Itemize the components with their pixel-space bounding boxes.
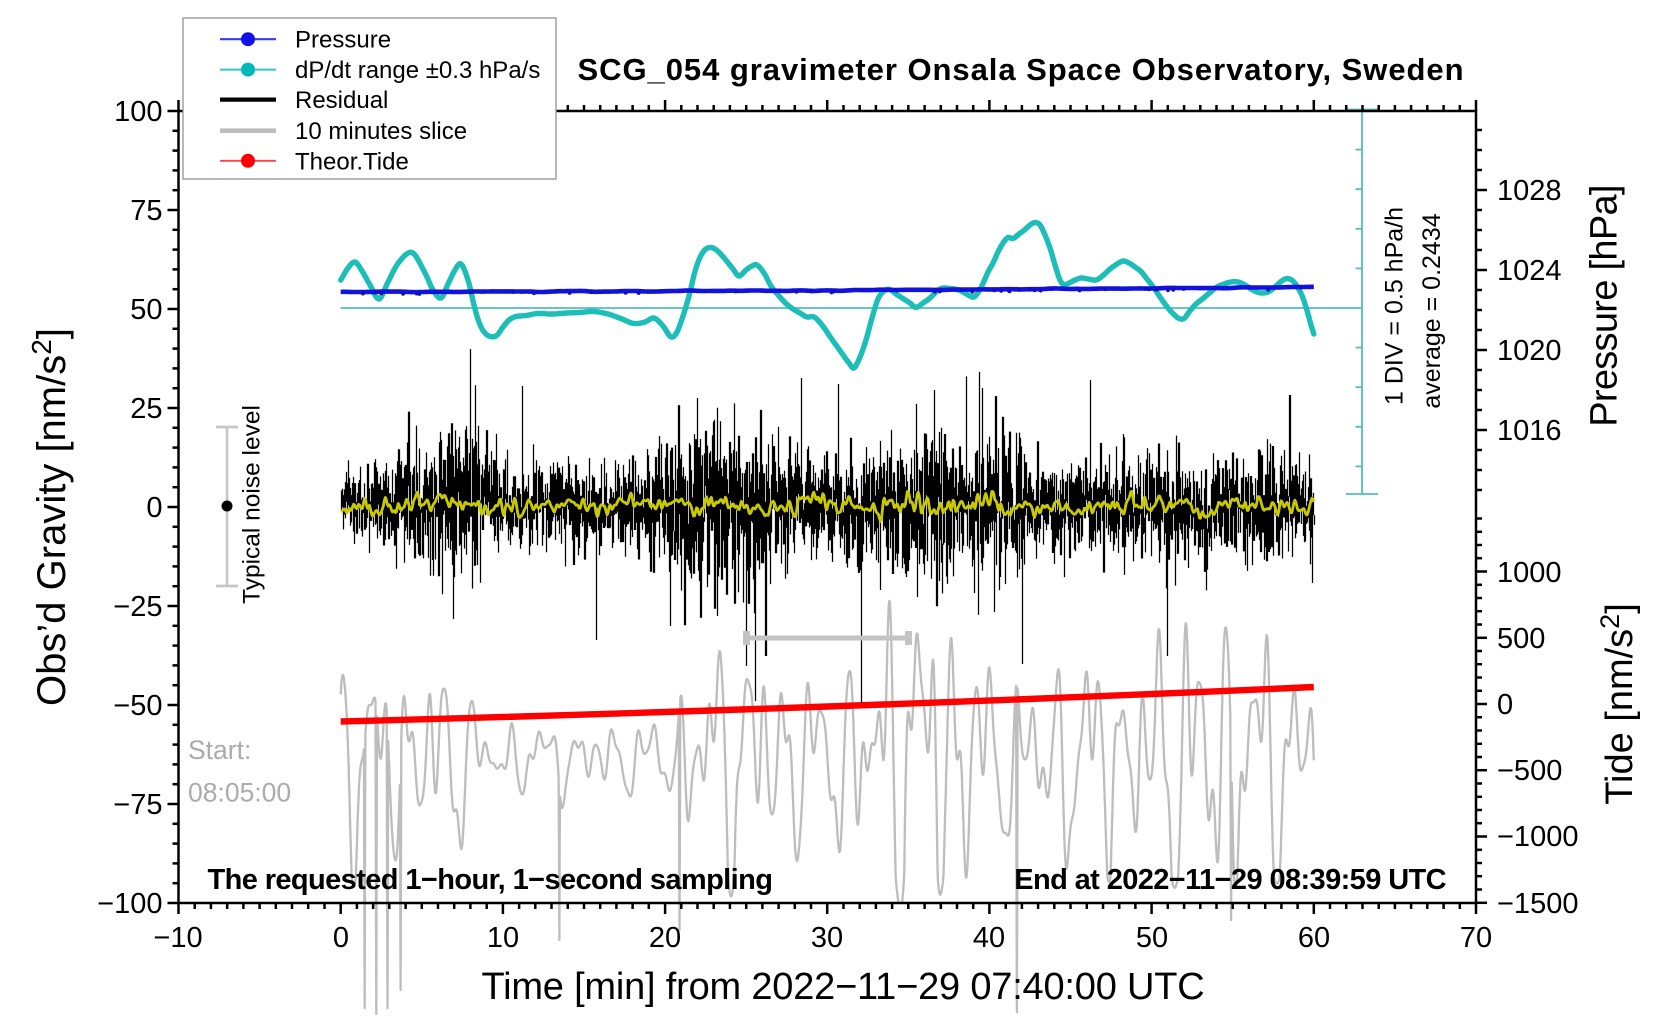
svg-text:08:05:00: 08:05:00 [188, 778, 291, 808]
svg-text:Time [min] from 2022−11−29 07:: Time [min] from 2022−11−29 07:40:00 UTC [481, 966, 1204, 1008]
svg-text:Obs’d Gravity [nm/s2]: Obs’d Gravity [nm/s2] [26, 328, 74, 706]
svg-text:−50: −50 [113, 690, 162, 722]
svg-text:−1500: −1500 [1497, 888, 1578, 920]
svg-text:1000: 1000 [1497, 557, 1562, 589]
svg-text:−500: −500 [1497, 755, 1562, 787]
svg-text:1 DIV = 0.5 hPa/h: 1 DIV = 0.5 hPa/h [1380, 207, 1408, 405]
svg-text:−100: −100 [97, 888, 162, 920]
svg-text:SCG_054 gravimeter Onsala Spac: SCG_054 gravimeter Onsala Space Observat… [578, 52, 1465, 87]
svg-text:The requested 1−hour, 1−second: The requested 1−hour, 1−second sampling [208, 864, 773, 896]
svg-text:Typical noise level: Typical noise level [239, 405, 266, 604]
svg-text:1020: 1020 [1497, 335, 1562, 367]
svg-text:−25: −25 [113, 591, 162, 623]
svg-text:0: 0 [1497, 689, 1513, 721]
svg-text:−1000: −1000 [1497, 821, 1578, 853]
svg-text:50: 50 [130, 294, 162, 326]
svg-text:0: 0 [333, 922, 349, 954]
svg-text:Start:: Start: [188, 735, 251, 765]
svg-text:−10: −10 [153, 922, 202, 954]
svg-text:Pressure [hPa]: Pressure [hPa] [1584, 185, 1626, 427]
svg-text:Tide [nm/s2]: Tide [nm/s2] [1595, 603, 1641, 805]
svg-text:10 minutes slice: 10 minutes slice [295, 118, 467, 145]
svg-text:1028: 1028 [1497, 175, 1562, 207]
svg-text:Theor.Tide: Theor.Tide [295, 148, 409, 175]
svg-text:End at 2022−11−29 08:39:59 UTC: End at 2022−11−29 08:39:59 UTC [1014, 864, 1446, 896]
svg-text:−75: −75 [113, 789, 162, 821]
svg-text:average = 0.2434: average = 0.2434 [1418, 213, 1446, 408]
svg-text:25: 25 [130, 393, 162, 425]
svg-text:75: 75 [130, 195, 162, 227]
svg-text:70: 70 [1460, 922, 1492, 954]
svg-text:Pressure: Pressure [295, 27, 391, 54]
svg-text:50: 50 [1136, 922, 1168, 954]
svg-text:30: 30 [811, 922, 843, 954]
svg-text:1016: 1016 [1497, 415, 1562, 447]
svg-text:100: 100 [114, 96, 162, 128]
svg-text:40: 40 [973, 922, 1005, 954]
svg-text:1024: 1024 [1497, 255, 1562, 287]
svg-text:20: 20 [649, 922, 681, 954]
svg-text:10: 10 [487, 922, 519, 954]
svg-text:dP/dt range ±0.3 hPa/s: dP/dt range ±0.3 hPa/s [295, 57, 540, 84]
svg-text:0: 0 [146, 492, 162, 524]
svg-text:Residual: Residual [295, 87, 388, 114]
svg-text:500: 500 [1497, 623, 1545, 655]
svg-text:60: 60 [1298, 922, 1330, 954]
